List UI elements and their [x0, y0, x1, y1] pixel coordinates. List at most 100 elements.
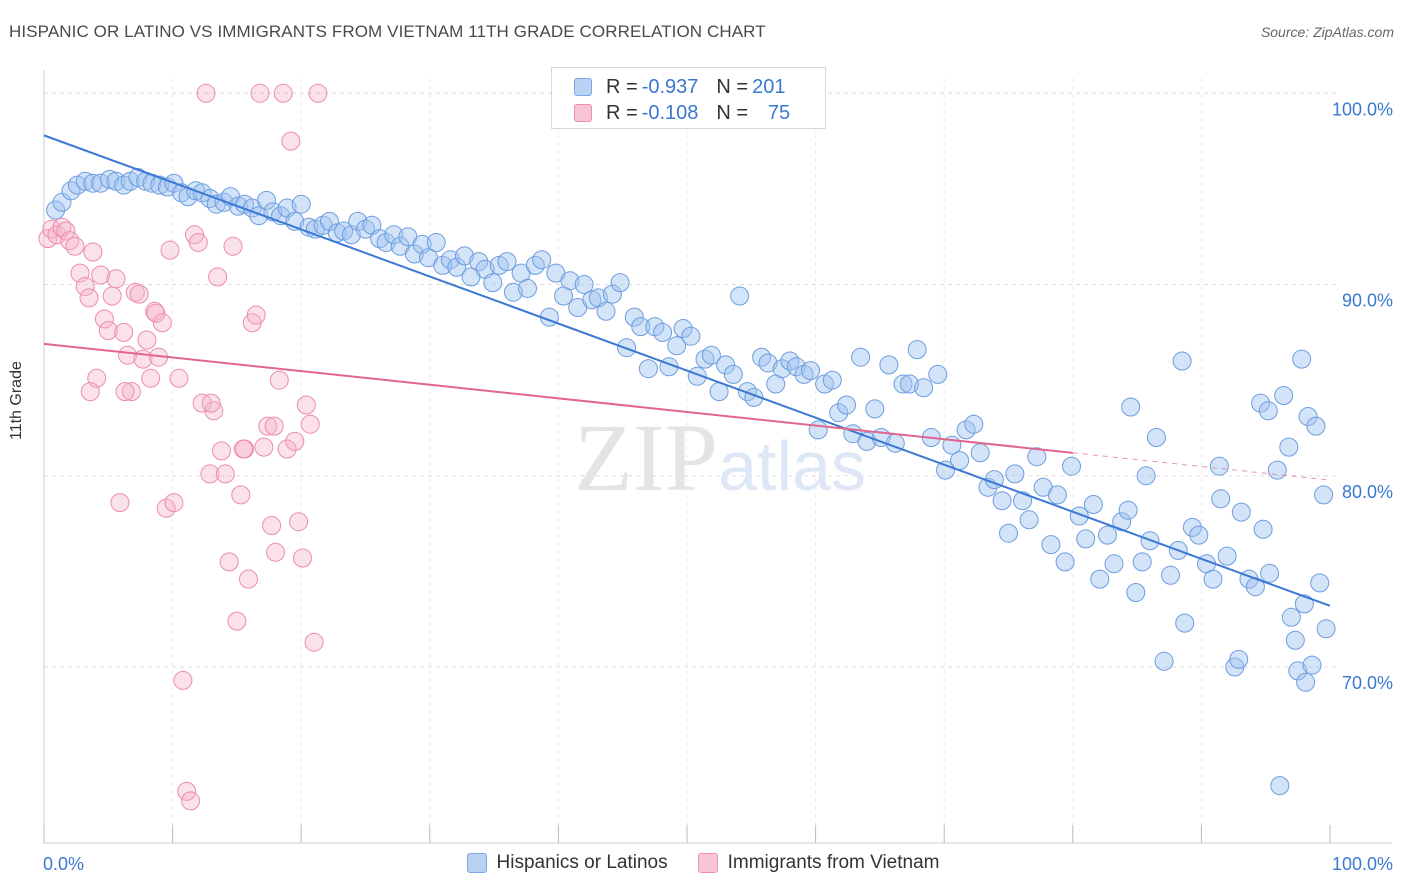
series-label-hispanics: Hispanics or Latinos	[496, 852, 668, 873]
data-point	[532, 250, 552, 270]
legend-row-hispanics: R = -0.937 N = 201	[574, 74, 785, 100]
data-point	[215, 464, 235, 484]
data-point	[1229, 649, 1249, 669]
data-point	[900, 374, 919, 394]
data-point	[1251, 393, 1271, 413]
data-point	[1296, 672, 1316, 692]
legend-r-label: R =	[606, 101, 638, 124]
data-point	[1104, 554, 1124, 574]
data-point	[455, 246, 474, 266]
data-point	[269, 370, 289, 390]
data-point	[1279, 437, 1299, 457]
data-point	[970, 443, 990, 463]
data-point	[281, 131, 301, 151]
data-point	[681, 326, 701, 346]
data-point	[1267, 460, 1287, 480]
data-point	[1274, 386, 1294, 405]
data-point	[1121, 397, 1141, 417]
data-point	[291, 194, 311, 214]
data-point	[152, 313, 172, 333]
data-point	[1260, 563, 1280, 583]
data-point	[246, 305, 266, 325]
data-point	[716, 355, 736, 375]
data-point	[285, 431, 305, 451]
legend-r-value: -0.108	[641, 101, 699, 124]
data-point	[1285, 630, 1305, 650]
data-point	[75, 171, 95, 191]
data-point	[1182, 517, 1202, 537]
data-point	[914, 378, 934, 398]
data-point	[146, 303, 166, 323]
data-point	[645, 317, 665, 337]
data-point	[304, 632, 324, 652]
data-point	[1306, 416, 1326, 436]
data-point	[83, 242, 103, 262]
data-point	[204, 401, 224, 421]
data-point	[1013, 491, 1033, 511]
data-point	[624, 307, 644, 327]
data-point	[1062, 456, 1081, 476]
data-point	[100, 169, 120, 189]
data-point	[239, 569, 258, 589]
data-point	[121, 382, 141, 402]
data-point	[115, 382, 135, 402]
data-point	[730, 286, 750, 306]
data-point	[518, 278, 537, 298]
data-point	[1118, 500, 1138, 520]
data-point	[433, 255, 453, 275]
data-point	[1146, 428, 1166, 447]
data-point	[376, 233, 396, 252]
data-point	[233, 439, 253, 459]
data-point	[992, 491, 1012, 511]
data-point	[1047, 485, 1067, 505]
series-swatch-pink	[697, 853, 718, 873]
data-point	[1292, 349, 1312, 369]
data-point	[447, 257, 467, 277]
data-point	[308, 83, 328, 103]
data-point	[673, 319, 693, 338]
data-point	[1098, 525, 1117, 545]
data-point	[212, 441, 231, 461]
legend-r-value: -0.937	[641, 75, 699, 98]
y-tick-label: 90.0%	[1342, 291, 1393, 311]
data-point	[173, 670, 193, 690]
data-point	[60, 231, 80, 251]
data-point	[200, 464, 220, 484]
correlation-legend: R = -0.937 N = 201 R = -0.108 N = 75	[551, 67, 826, 129]
data-point	[114, 322, 134, 342]
data-point	[1203, 569, 1223, 589]
data-point	[1161, 565, 1180, 585]
data-point	[893, 374, 913, 394]
y-tick-label: 100.0%	[1332, 99, 1393, 119]
legend-n-label: N =	[716, 101, 749, 124]
data-point	[98, 321, 118, 340]
data-point	[1019, 510, 1039, 530]
trendline-hispanics	[43, 134, 1331, 607]
data-point	[156, 498, 176, 518]
data-point	[177, 781, 197, 801]
data-point	[440, 250, 460, 270]
data-point	[264, 416, 284, 436]
data-point	[801, 361, 820, 381]
data-point	[851, 347, 871, 367]
data-point	[829, 403, 849, 423]
data-point	[1126, 583, 1146, 602]
series-legend-hispanics: Hispanics or Latinos	[466, 852, 668, 874]
data-point	[320, 211, 339, 231]
data-point	[46, 200, 66, 220]
data-point	[273, 83, 293, 103]
legend-n-label: N =	[716, 75, 749, 98]
series-legend-vietnam: Immigrants from Vietnam	[697, 852, 940, 874]
data-point	[1154, 651, 1174, 671]
data-point	[106, 269, 126, 289]
data-point	[786, 357, 806, 377]
legend-swatch-pink	[574, 104, 592, 122]
y-tick-label: 80.0%	[1342, 482, 1393, 502]
data-point	[164, 493, 184, 513]
data-point	[188, 233, 208, 252]
data-point	[160, 240, 180, 260]
series-label-vietnam: Immigrants from Vietnam	[727, 852, 940, 873]
trendline-vietnam-extension	[1072, 452, 1331, 481]
data-point	[1258, 401, 1278, 421]
